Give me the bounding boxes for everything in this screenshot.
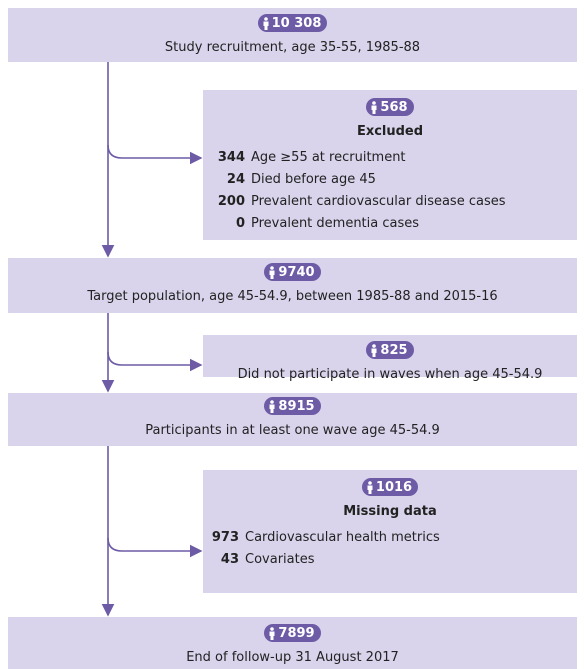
person-icon	[269, 626, 275, 640]
person-icon	[371, 100, 377, 114]
person-icon	[263, 16, 269, 30]
count-badge: 825	[366, 341, 414, 359]
person-icon	[269, 399, 275, 413]
item-row: 43 Covariates	[209, 549, 577, 571]
badge-count: 7899	[278, 625, 315, 641]
item-label: Prevalent cardiovascular disease cases	[251, 194, 506, 209]
item-row: 344 Age ≥55 at recruitment	[209, 147, 577, 169]
count-badge: 9740	[264, 263, 321, 281]
node-heading: Missing data	[343, 503, 437, 519]
item-count: 43	[220, 552, 239, 567]
person-icon	[371, 343, 377, 357]
arrow	[107, 144, 203, 165]
item-list: 344 Age ≥55 at recruitment 24 Died before a…	[203, 147, 577, 235]
badge-count: 568	[380, 99, 408, 115]
arrow	[107, 537, 203, 558]
badge-count: 1016	[375, 479, 413, 495]
item-list: 973 Cardiovascular health metrics 43 Covari…	[203, 527, 577, 571]
node-text: Did not participate in waves when age 45…	[237, 366, 543, 382]
count-badge: 1016	[361, 478, 419, 496]
person-icon	[269, 265, 275, 279]
node-box: 1016 Missing data 973 Cardiovascular health…	[203, 470, 577, 593]
node-box: 10 308 Study recruitment, age 35-55, 1985…	[8, 8, 577, 62]
node-box: 825 Did not participate in waves when age…	[203, 335, 577, 382]
item-row: 24 Died before age 45	[209, 169, 577, 191]
item-label: Cardiovascular health metrics	[245, 530, 440, 545]
count-badge: 8915	[264, 397, 321, 415]
item-count: 973	[211, 530, 239, 545]
item-label: Prevalent dementia cases	[251, 216, 420, 231]
item-count: 0	[235, 216, 245, 231]
node-text: Study recruitment, age 35-55, 1985-88	[164, 39, 421, 55]
item-label: Covariates	[245, 552, 315, 567]
count-badge: 7899	[264, 624, 321, 642]
node-text: End of follow-up 31 August 2017	[186, 649, 399, 665]
badge-count: 9740	[278, 264, 315, 280]
person-icon	[367, 480, 373, 494]
item-count: 24	[226, 172, 245, 187]
item-label: Age ≥55 at recruitment	[251, 150, 406, 165]
node-heading: Excluded	[356, 123, 424, 139]
node-text: Target population, age 45-54.9, between …	[87, 288, 498, 304]
count-badge: 568	[366, 98, 414, 116]
badge-count: 8915	[278, 398, 315, 414]
node-box: 568 Excluded 344 Age ≥55 at recruitment 24 Di…	[203, 90, 577, 240]
badge-count: 10 308	[271, 15, 322, 31]
item-count: 200	[217, 194, 245, 209]
item-row: 200 Prevalent cardiovascular disease case…	[209, 191, 577, 213]
item-row: 0 Prevalent dementia cases	[209, 213, 577, 235]
badge-count: 825	[380, 342, 408, 358]
arrow	[107, 351, 203, 372]
node-box: 7899 End of follow-up 31 August 2017	[8, 617, 577, 669]
count-badge: 10 308	[257, 14, 328, 32]
item-row: 973 Cardiovascular health metrics	[209, 527, 577, 549]
item-label: Died before age 45	[251, 172, 376, 187]
item-count: 344	[217, 150, 245, 165]
node-text: Participants in at least one wave age 45…	[145, 422, 440, 438]
node-box: 8915 Participants in at least one wave ag…	[8, 393, 577, 446]
node-box: 9740 Target population, age 45-54.9, betw…	[8, 258, 577, 313]
